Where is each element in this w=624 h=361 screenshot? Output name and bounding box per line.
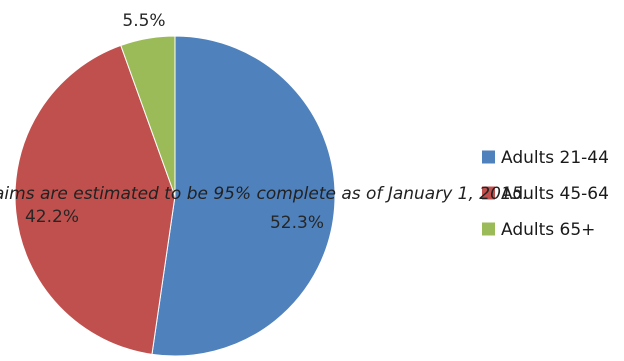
legend-swatch-2 <box>482 186 495 200</box>
data-label-1: 52.3% <box>270 213 324 233</box>
pie-slice-3 <box>120 35 176 197</box>
pie-data-labels: 52.3% 42.2% 5.5% <box>25 11 324 233</box>
data-label-2: 42.2% <box>25 207 79 227</box>
pie-slice-1 <box>151 35 336 357</box>
legend-swatch-1 <box>482 150 495 164</box>
legend: Adults 21-44 Adults 45-64 Adults 65+ <box>482 148 609 240</box>
pie-slices <box>14 35 336 357</box>
data-label-3: 5.5% <box>122 11 165 31</box>
legend-label-3: Adults 65+ <box>501 220 595 240</box>
legend-swatch-3 <box>482 222 495 236</box>
pie-slice-2 <box>14 44 176 355</box>
legend-label-2: Adults 45-64 <box>501 184 609 204</box>
legend-label-1: Adults 21-44 <box>501 148 609 168</box>
